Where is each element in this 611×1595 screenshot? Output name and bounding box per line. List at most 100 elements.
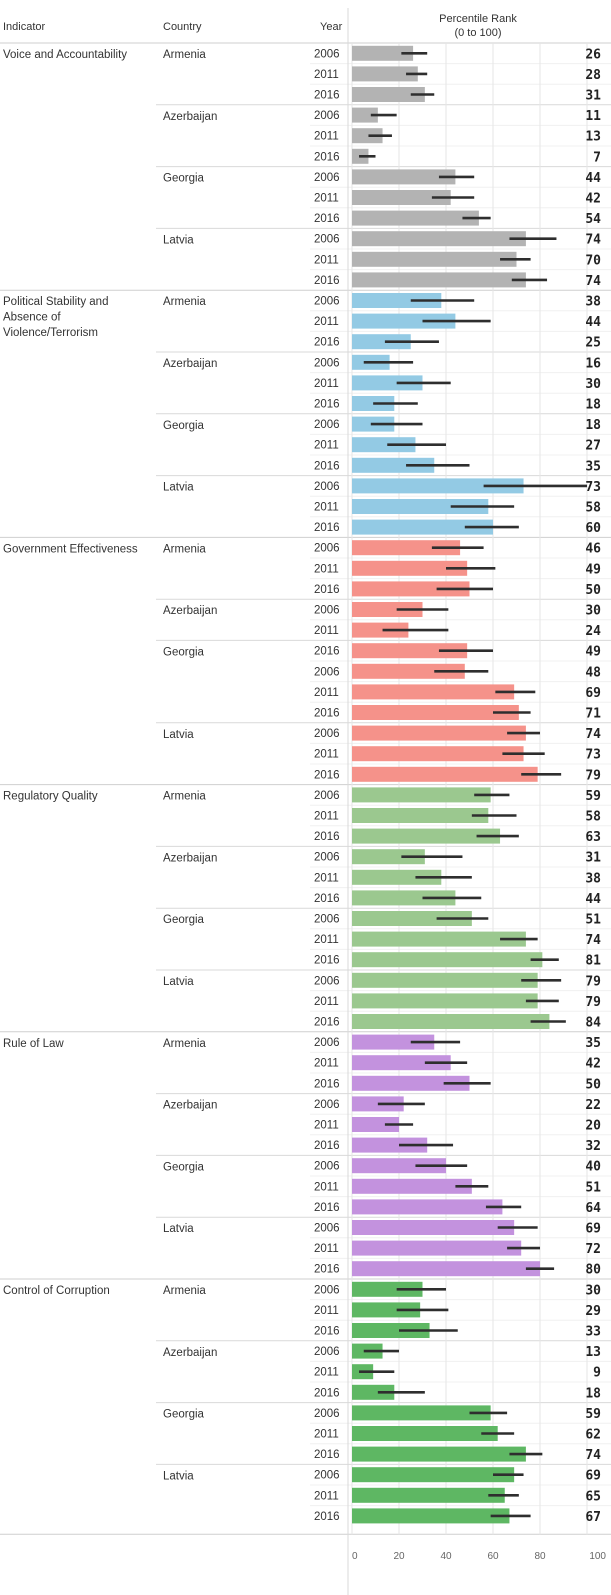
indicator-label: Control of Corruption — [3, 1285, 110, 1297]
value-label: 29 — [585, 1304, 601, 1319]
year-label: 2006 — [314, 1470, 340, 1482]
year-label: 2006 — [314, 1284, 340, 1296]
value-label: 9 — [593, 1366, 601, 1381]
value-label: 30 — [585, 377, 601, 392]
year-label: 2006 — [314, 790, 340, 802]
year-label: 2016 — [314, 399, 340, 411]
bar — [352, 952, 543, 968]
value-label: 42 — [585, 1057, 601, 1072]
country-label: Azerbaijan — [163, 111, 217, 123]
year-label: 2016 — [314, 893, 340, 905]
year-label: 2011 — [314, 1243, 339, 1255]
value-label: 51 — [585, 1180, 601, 1195]
year-label: 2011 — [314, 934, 339, 946]
country-label: Georgia — [163, 646, 205, 658]
indicator-label: Political Stability and — [3, 296, 108, 308]
value-label: 58 — [585, 501, 601, 516]
bar — [352, 1487, 505, 1503]
bar — [352, 869, 442, 885]
year-label: 2016 — [314, 460, 340, 472]
year-label: 2006 — [314, 1408, 340, 1420]
year-label: 2011 — [314, 872, 339, 884]
year-label: 2011 — [314, 1058, 339, 1070]
value-label: 69 — [585, 1222, 601, 1237]
year-label: 2006 — [314, 1346, 340, 1358]
value-label: 44 — [585, 315, 601, 330]
bar — [352, 87, 425, 102]
bar — [352, 643, 468, 659]
country-label: Latvia — [163, 1223, 194, 1235]
value-label: 73 — [585, 480, 601, 495]
x-tick-label: 80 — [534, 1551, 546, 1562]
bar — [352, 705, 519, 720]
country-label: Latvia — [163, 1470, 194, 1482]
year-label: 2006 — [314, 914, 340, 926]
value-label: 42 — [585, 192, 601, 207]
value-label: 51 — [585, 913, 601, 928]
country-label: Armenia — [163, 49, 206, 61]
year-label: 2016 — [314, 708, 340, 720]
year-label: 2011 — [314, 131, 339, 143]
value-label: 74 — [585, 274, 601, 289]
x-tick-label: 20 — [393, 1551, 405, 1562]
value-label: 48 — [585, 665, 601, 680]
bar — [352, 581, 470, 597]
header-indicator: Indicator — [3, 21, 46, 33]
bar — [352, 231, 526, 247]
indicator-label: Absence of — [3, 312, 61, 324]
indicator-label: Government Effectiveness — [3, 543, 138, 555]
bar — [352, 1426, 498, 1441]
country-label: Azerbaijan — [163, 1347, 217, 1359]
value-label: 59 — [585, 1407, 601, 1422]
country-label: Armenia — [163, 543, 206, 555]
value-label: 80 — [585, 1263, 601, 1278]
value-label: 58 — [585, 810, 601, 825]
value-label: 13 — [585, 1345, 601, 1360]
x-tick-label: 0 — [352, 1551, 358, 1562]
bar — [352, 1014, 550, 1029]
value-label: 40 — [585, 1160, 601, 1175]
value-label: 79 — [585, 995, 601, 1010]
year-label: 2006 — [314, 419, 340, 431]
value-label: 60 — [585, 521, 601, 536]
bar — [352, 849, 425, 865]
year-label: 2016 — [314, 151, 340, 163]
value-label: 25 — [585, 336, 601, 351]
year-label: 2006 — [314, 852, 340, 864]
value-label: 32 — [585, 1139, 601, 1154]
country-label: Azerbaijan — [163, 605, 217, 617]
value-label: 69 — [585, 686, 601, 701]
value-label: 67 — [585, 1510, 601, 1525]
bar — [352, 890, 456, 906]
year-label: 2016 — [314, 337, 340, 349]
value-label: 73 — [585, 748, 601, 763]
value-label: 79 — [585, 768, 601, 783]
year-label: 2016 — [314, 769, 340, 781]
year-label: 2006 — [314, 481, 340, 493]
bar — [352, 725, 526, 741]
bar — [352, 45, 414, 61]
bar — [352, 911, 472, 926]
value-label: 70 — [585, 253, 601, 268]
value-label: 7 — [593, 150, 601, 165]
year-label: 2016 — [314, 275, 340, 287]
value-label: 44 — [585, 892, 601, 907]
year-label: 2011 — [314, 996, 339, 1008]
country-label: Georgia — [163, 1409, 205, 1421]
year-label: 2016 — [314, 1017, 340, 1029]
value-label: 63 — [585, 830, 601, 845]
bar — [352, 560, 468, 576]
value-label: 22 — [585, 1098, 601, 1113]
year-label: 2016 — [314, 90, 340, 102]
year-label: 2006 — [314, 234, 340, 246]
year-label: 2006 — [314, 172, 340, 184]
country-label: Armenia — [163, 791, 206, 803]
value-label: 35 — [585, 1036, 601, 1051]
value-label: 65 — [585, 1489, 601, 1504]
country-label: Azerbaijan — [163, 358, 217, 370]
value-label: 49 — [585, 645, 601, 660]
year-label: 2006 — [314, 1037, 340, 1049]
bar — [352, 766, 538, 782]
year-label: 2016 — [314, 1387, 340, 1399]
value-label: 79 — [585, 974, 601, 989]
